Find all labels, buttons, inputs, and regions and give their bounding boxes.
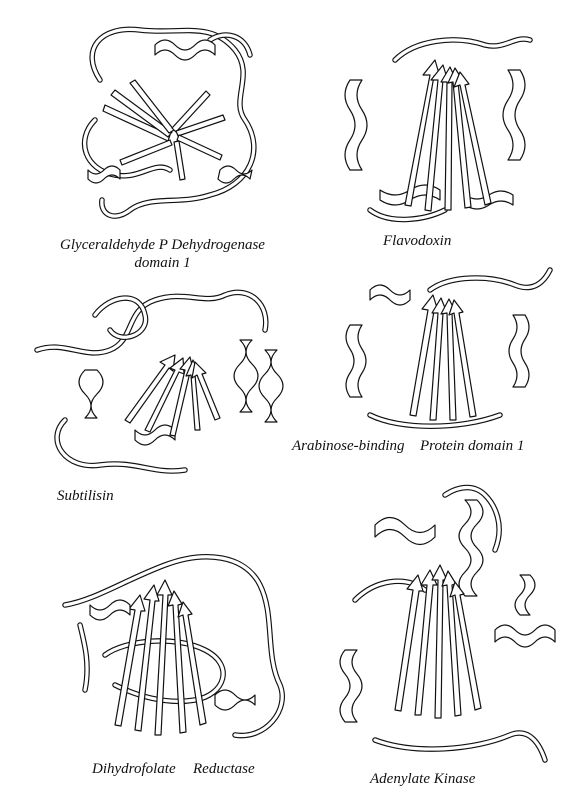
flavodoxin-caption: Flavodoxin [383,233,452,249]
dhfr-sheet [114,579,207,736]
adenylate-kinase-caption: Adenylate Kinase [370,771,476,787]
adenylate-kinase-sheet [394,564,482,719]
arabinose-binding-structure-drawing [340,265,555,440]
flavodoxin-sheet [404,59,492,212]
subtilisin-sheet [124,354,221,437]
subtilisin-helices [78,339,284,446]
adenylate-kinase-helices [339,499,556,723]
dhfr-caption-part1: Dihydrofolate [92,761,176,777]
gapdh-sheet [102,79,226,181]
dhfr-helices [89,599,256,711]
subtilisin-structure-drawing [25,270,295,490]
dhfr-caption-part2: Reductase [193,761,255,777]
gapdh-caption-line2: domain 1 [134,255,191,271]
arabinose-sheet [409,294,477,421]
subtilisin-coils [34,289,269,474]
gapdh-caption-line1: Glyceraldehyde P Dehydrogenase [60,237,265,253]
dhfr-coils [62,554,285,739]
flavodoxin-coils [367,36,533,223]
gapdh-helices [87,39,253,184]
arabinose-coils [367,267,553,429]
subtilisin-caption: Subtilisin [57,488,114,504]
gapdh-structure-drawing [60,10,280,235]
dihydrofolate-reductase-structure-drawing [55,545,290,760]
flavodoxin-structure-drawing [335,20,550,230]
arabinose-caption-part1: Arabinose-binding [292,438,405,454]
flavodoxin-helices [344,69,526,210]
arabinose-caption-part2: Protein domain 1 [420,438,525,454]
adenylate-kinase-coils [352,484,548,763]
gapdh-coils [82,26,257,219]
arabinose-helices [345,284,530,398]
adenylate-kinase-structure-drawing [335,480,560,765]
